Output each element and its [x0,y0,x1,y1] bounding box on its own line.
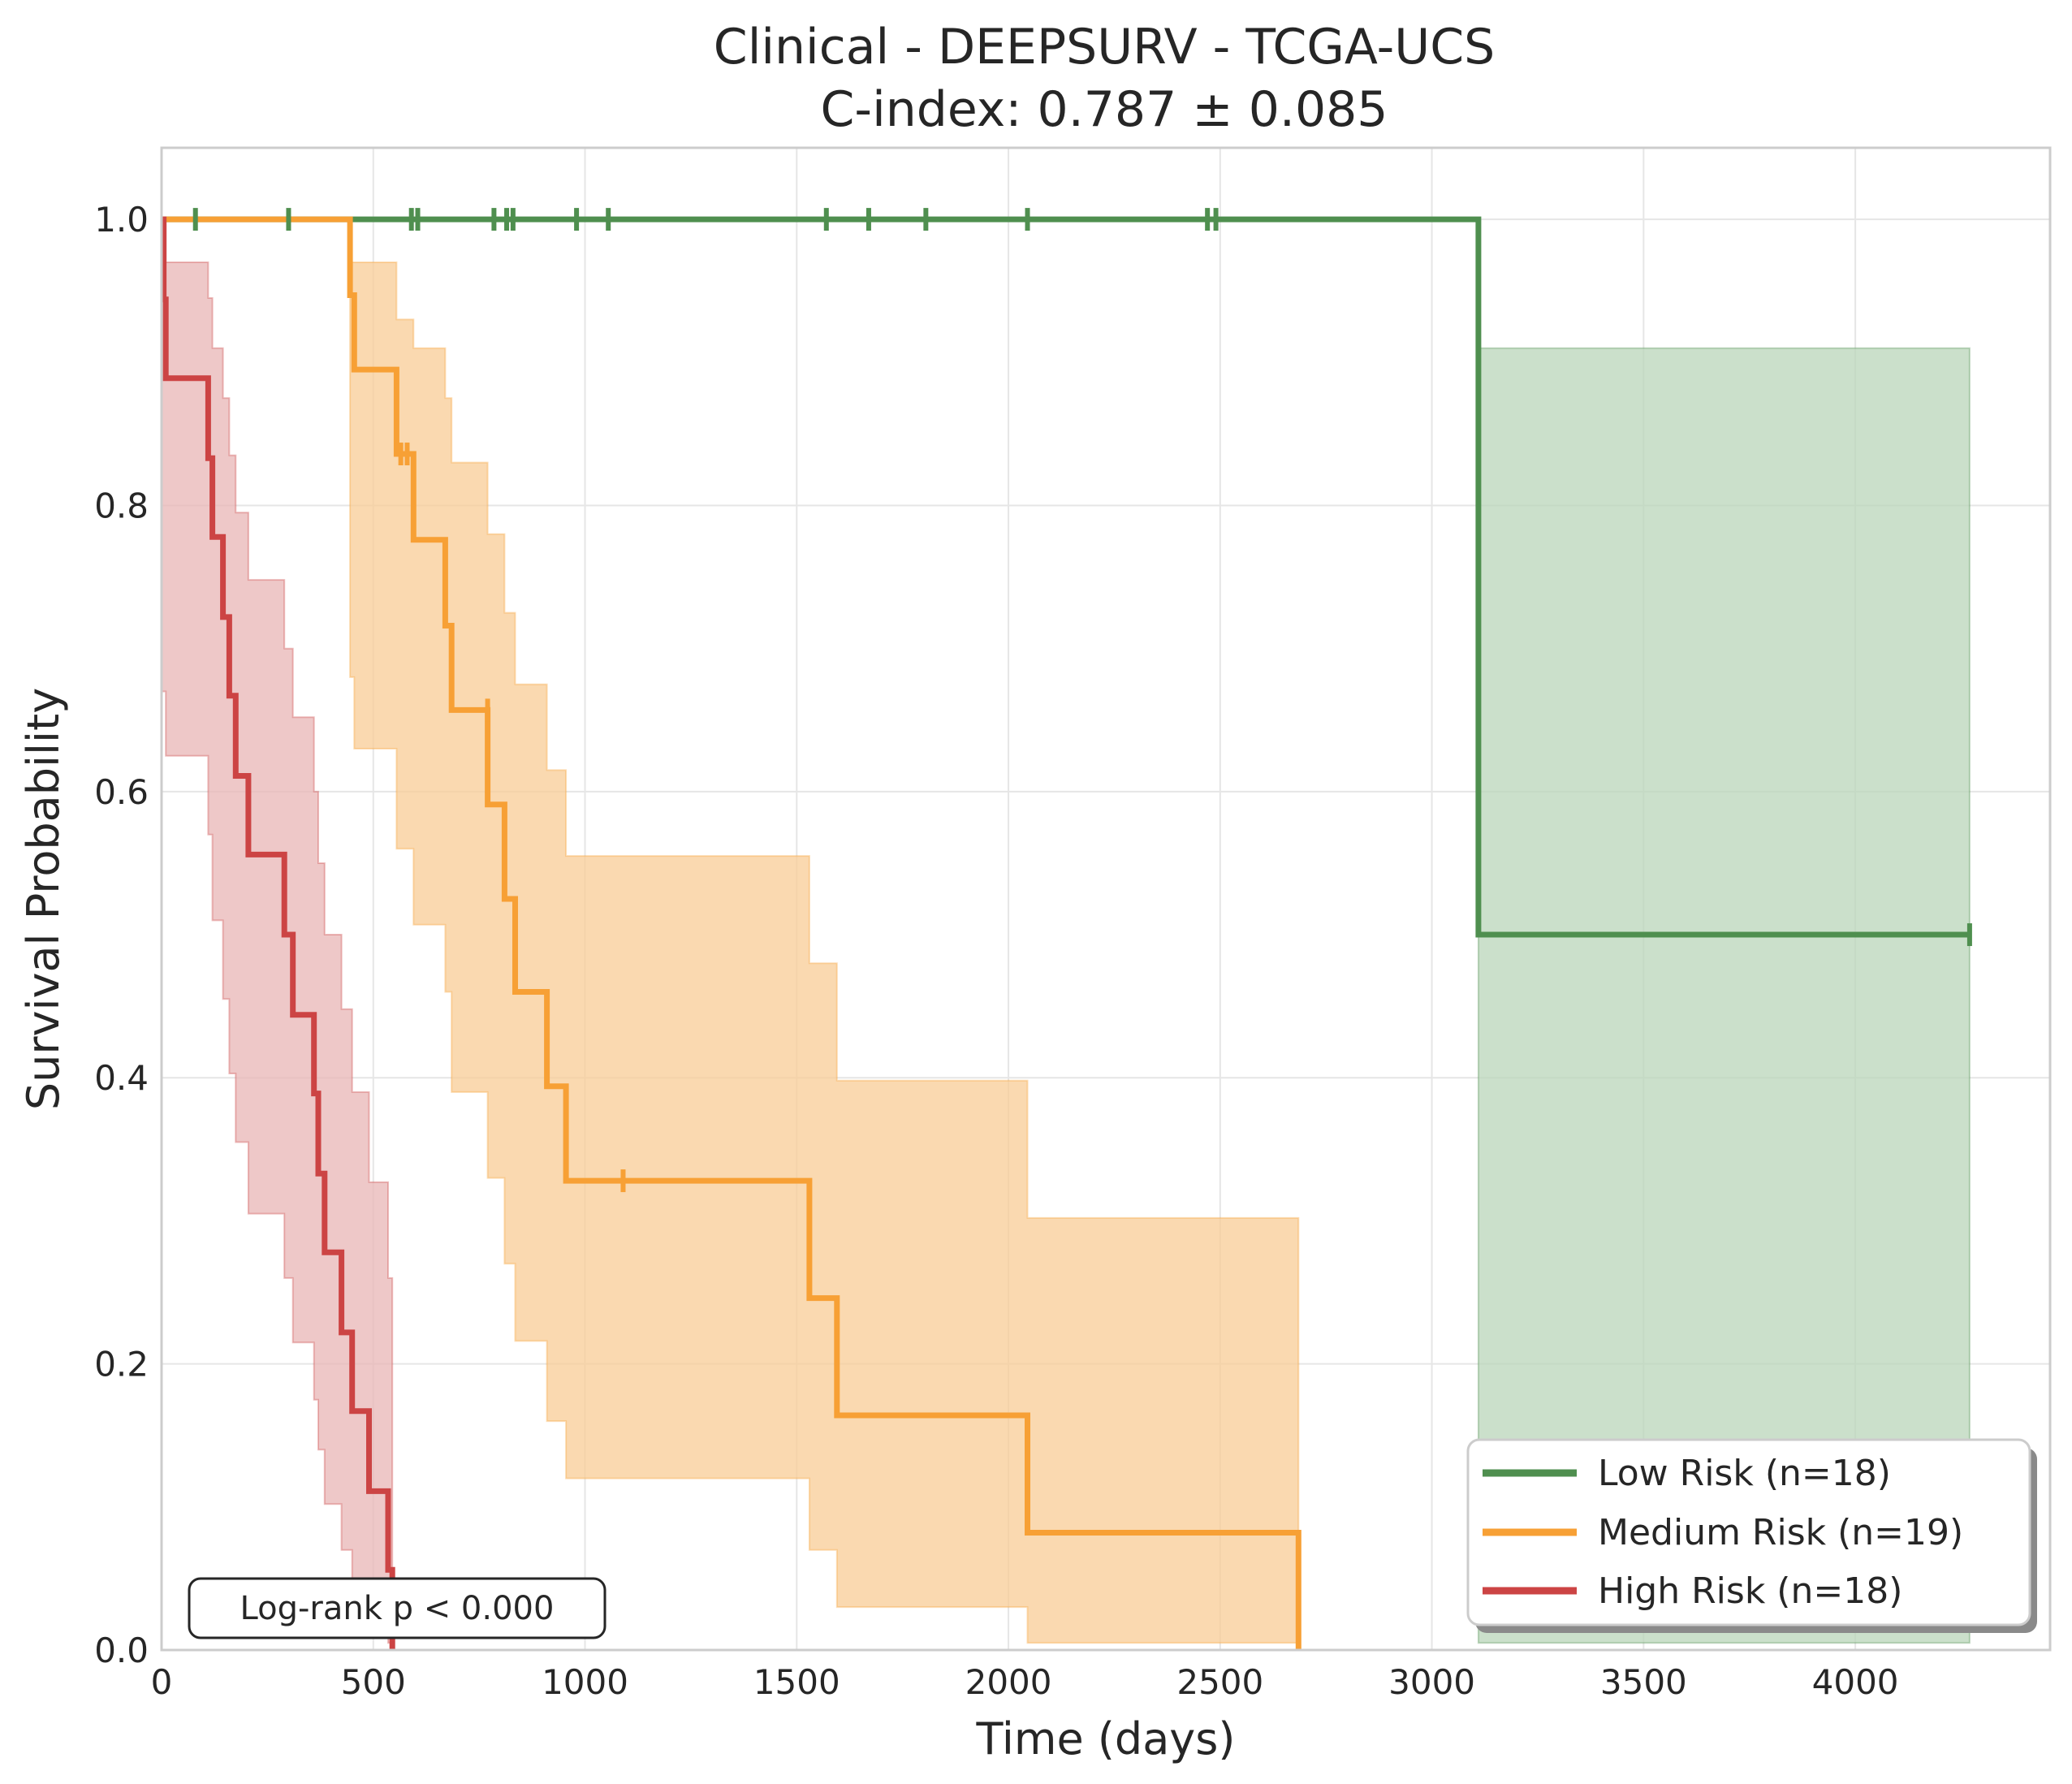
y-tick-label: 0.0 [94,1631,149,1670]
high-risk-survival-curve [161,216,395,1650]
legend-label-low: Low Risk (n=18) [1598,1453,1891,1494]
y-tick-labels: 0.0 0.2 0.4 0.6 0.8 1.0 [94,200,149,1670]
chart-title: Clinical - DEEPSURV - TCGA-UCS [714,19,1495,76]
legend-label-high: High Risk (n=18) [1598,1570,1902,1612]
y-tick-label: 0.8 [94,486,149,525]
x-tick-label: 1000 [542,1662,628,1702]
x-tick-label: 500 [341,1662,406,1702]
x-tick-label: 4000 [1812,1662,1899,1702]
y-tick-label: 0.4 [94,1058,149,1098]
y-tick-label: 1.0 [94,200,149,240]
legend: Low Risk (n=18) Medium Risk (n=19) High … [1466,1438,2037,1633]
censor-marks [192,208,1972,1193]
y-tick-label: 0.6 [94,772,149,812]
chart-subtitle: C-index: 0.787 ± 0.085 [821,81,1388,138]
annotation-box [188,1577,606,1639]
y-tick-label: 0.2 [94,1345,149,1384]
survival-curves [161,216,1970,1650]
legend-label-medium: Medium Risk (n=19) [1598,1512,1963,1553]
y-axis-label: Survival Probability [18,688,69,1110]
medium-risk-survival-curve [162,216,1301,1650]
x-tick-label: 3000 [1388,1662,1475,1702]
plot-frame [160,146,2052,1652]
x-tick-label: 2500 [1176,1662,1263,1702]
legend-box [1466,1438,2031,1626]
logrank-annotation: Log-rank p < 0.000 [188,1577,606,1639]
x-axis-label: Time (days) [976,1713,1236,1765]
x-tick-labels: 0 500 1000 1500 2000 2500 3000 3500 4000 [151,1662,1899,1702]
x-tick-label: 3500 [1600,1662,1687,1702]
annotation-text: Log-rank p < 0.000 [240,1590,555,1627]
x-tick-label: 0 [151,1662,173,1702]
low-risk-survival-curve [162,216,1970,938]
low-risk-confidence-band [1477,347,1971,1644]
x-tick-label: 1500 [753,1662,840,1702]
x-tick-label: 2000 [965,1662,1052,1702]
